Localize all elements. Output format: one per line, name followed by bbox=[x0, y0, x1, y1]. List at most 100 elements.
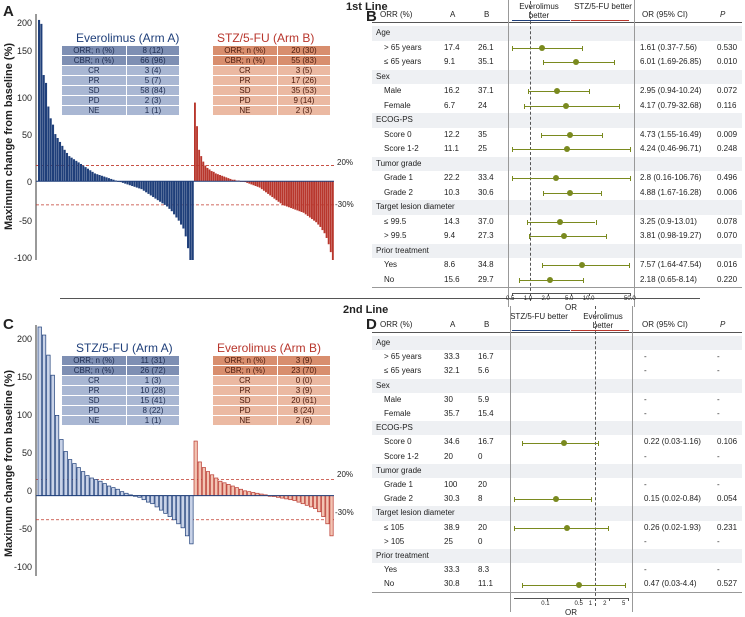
ci-cap-left bbox=[527, 219, 529, 225]
bar-arm-right bbox=[325, 181, 328, 238]
bar-arm-right bbox=[243, 490, 248, 497]
stats-label: NE bbox=[61, 415, 127, 426]
row-orr-b: 8 bbox=[478, 494, 483, 504]
bar-arm-left bbox=[131, 181, 134, 187]
ci-cap-right bbox=[630, 147, 631, 153]
row-or-ci: - bbox=[644, 394, 647, 404]
bar-arm-left bbox=[112, 179, 115, 182]
row-orr-a: 100 bbox=[444, 480, 458, 489]
bar-arm-right bbox=[283, 181, 286, 206]
row-orr-a: 33.3 bbox=[444, 352, 460, 362]
first-line-title: 1st Line bbox=[346, 1, 388, 13]
y-tick: 100 bbox=[16, 410, 32, 420]
row-or-ci: - bbox=[644, 565, 647, 575]
ci-line bbox=[522, 584, 626, 586]
row-label: ≤ 99.5 bbox=[384, 216, 407, 226]
row-orr-a: 25 bbox=[444, 536, 453, 546]
row-group-label: Sex bbox=[376, 71, 390, 81]
stats-value: 9 (14) bbox=[276, 95, 332, 106]
row-p: - bbox=[717, 394, 720, 404]
stats-value: 15 (41) bbox=[125, 395, 181, 406]
bar-arm-left bbox=[56, 138, 59, 182]
stats-label: SD bbox=[212, 85, 278, 96]
ci-line bbox=[512, 47, 582, 49]
row-or-ci: 2.95 (0.94-10.24) bbox=[640, 86, 702, 95]
row-orr-a: 12.2 bbox=[444, 129, 460, 139]
ci-line bbox=[529, 236, 606, 238]
stats-row: PD 8 (22) bbox=[61, 405, 181, 416]
stats-value: 8 (24) bbox=[276, 405, 332, 416]
x-axis-label: OR bbox=[565, 607, 577, 617]
stats-label: PR bbox=[61, 385, 127, 396]
row-orr-b: 27.3 bbox=[478, 231, 494, 240]
ci-cap-right bbox=[628, 263, 630, 269]
bar-arm-right bbox=[196, 126, 198, 182]
x-tick-label: 0.5 bbox=[506, 296, 515, 302]
stats-row: NE 2 (3) bbox=[212, 105, 332, 116]
bar-arm-right bbox=[308, 495, 313, 508]
stats-row: NE 1 (1) bbox=[61, 415, 181, 426]
bar-arm-right bbox=[315, 181, 318, 223]
or-point bbox=[563, 102, 570, 109]
x-tick-label: 0.1 bbox=[541, 600, 550, 607]
or-point bbox=[563, 524, 570, 531]
row-p: 0.009 bbox=[717, 129, 738, 139]
stats-label: ORR; n (%) bbox=[212, 355, 278, 366]
bar-arm-right bbox=[225, 177, 228, 182]
forest-plot-b: ORR (%) A B Everolimus better STZ/5-FU bette… bbox=[372, 0, 742, 312]
section-divider bbox=[60, 298, 700, 299]
stats-value: 20 (30) bbox=[276, 45, 332, 56]
x-tick-label: 0.5 bbox=[574, 600, 583, 607]
row-p: - bbox=[717, 565, 720, 575]
bar-arm-right bbox=[317, 181, 320, 225]
bar-arm-right bbox=[254, 181, 257, 187]
stats-label: CBR; n (%) bbox=[61, 365, 127, 376]
stats-row: CBR; n (%) 23 (70) bbox=[212, 365, 332, 376]
row-group-label: ECOG-PS bbox=[376, 423, 413, 433]
bar-arm-left bbox=[77, 162, 80, 182]
row-group-label: Age bbox=[376, 28, 391, 37]
bar-arm-left bbox=[180, 495, 185, 529]
ci-cap-left bbox=[518, 277, 520, 283]
bar-arm-left bbox=[63, 451, 68, 497]
bar-arm-left bbox=[37, 326, 42, 497]
stats-label: CBR; n (%) bbox=[212, 55, 278, 66]
stats-table-a-left: ORR; n (%) 8 (12) CBR; n (%) 66 (96) CR 3 (4)… bbox=[61, 45, 181, 116]
bar-arm-right bbox=[238, 488, 243, 497]
bar-arm-left bbox=[98, 174, 101, 182]
ci-cap-left bbox=[512, 147, 513, 153]
bar-arm-right bbox=[298, 181, 301, 212]
x-tick-label: 5 bbox=[622, 600, 626, 607]
bar-arm-right bbox=[329, 495, 334, 537]
row-shade bbox=[372, 113, 742, 128]
stats-value: 1 (3) bbox=[125, 375, 181, 386]
bar-arm-right bbox=[267, 181, 270, 194]
bar-arm-right bbox=[311, 181, 313, 220]
or-point bbox=[546, 276, 553, 283]
row-or-ci: - bbox=[644, 366, 647, 376]
row-label: Score 1-2 bbox=[384, 144, 419, 153]
y-tick: -100 bbox=[13, 253, 32, 263]
bar-arm-left bbox=[150, 495, 155, 505]
header-b: B bbox=[484, 10, 490, 19]
row-orr-a: 9.1 bbox=[444, 57, 456, 66]
bar-arm-left bbox=[61, 145, 64, 182]
row-group-label: Age bbox=[376, 338, 391, 347]
bar-arm-right bbox=[210, 171, 213, 182]
ci-cap-right bbox=[583, 277, 585, 283]
row-p: - bbox=[717, 451, 720, 461]
row-orr-b: 37.1 bbox=[478, 86, 494, 95]
stats-label: CR bbox=[61, 375, 127, 386]
stats-value: 2 (3) bbox=[125, 95, 181, 106]
bar-arm-left bbox=[189, 495, 194, 545]
reference-line-or1 bbox=[594, 306, 596, 606]
bar-arm-right bbox=[219, 174, 221, 182]
row-bottom-line bbox=[372, 591, 742, 593]
bar-arm-right bbox=[197, 461, 202, 497]
bar-arm-left bbox=[68, 156, 71, 182]
row-or-ci: 1.61 (0.37-7.56) bbox=[640, 42, 697, 52]
ci-cap-left bbox=[514, 497, 515, 503]
row-orr-a: 6.7 bbox=[444, 100, 456, 110]
bar-arm-left bbox=[163, 181, 166, 205]
bar-arm-right bbox=[247, 491, 252, 497]
